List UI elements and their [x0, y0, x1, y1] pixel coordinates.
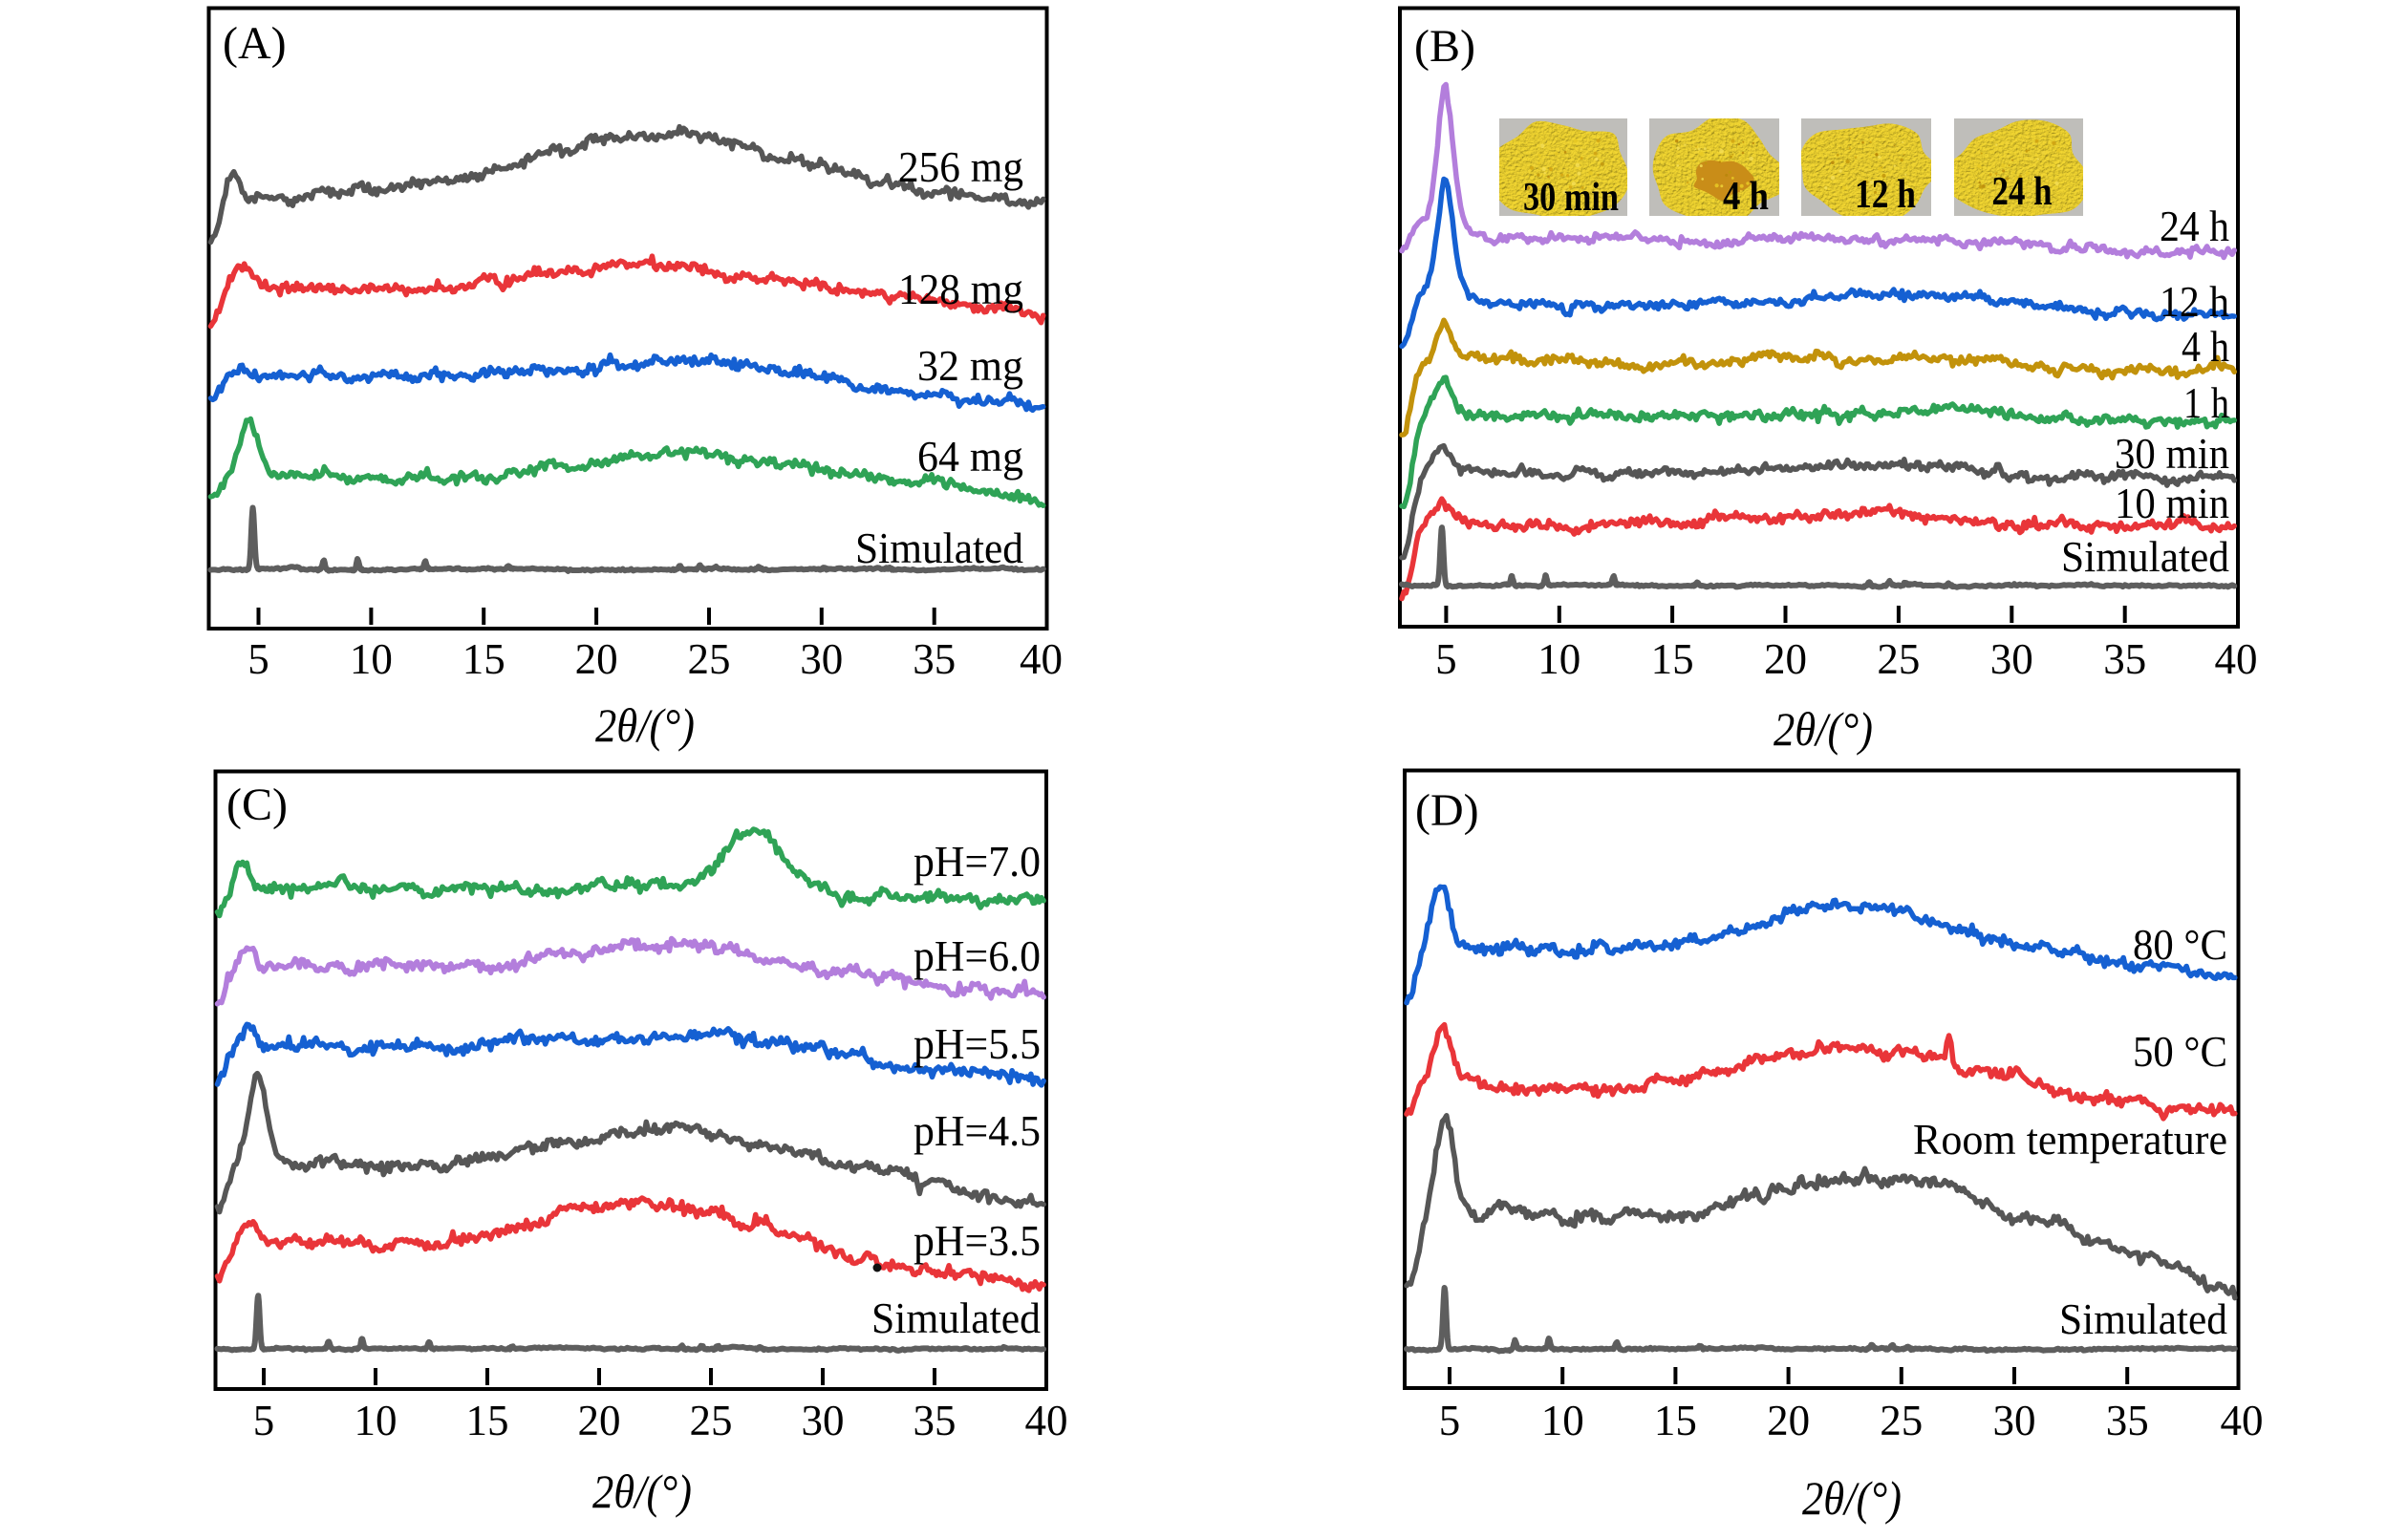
- svg-text:30: 30: [1993, 1397, 2036, 1444]
- svg-text:4 h: 4 h: [2182, 322, 2229, 371]
- svg-text:20: 20: [1767, 1397, 1810, 1444]
- svg-text:50 °C: 50 °C: [2133, 1027, 2227, 1076]
- svg-text:20: 20: [578, 1397, 621, 1444]
- svg-text:24 h: 24 h: [1992, 170, 2053, 214]
- svg-text:pH=5.5: pH=5.5: [914, 1019, 1041, 1068]
- svg-text:35: 35: [2103, 635, 2146, 683]
- svg-text:10: 10: [1537, 635, 1580, 683]
- svg-text:25: 25: [688, 635, 731, 683]
- svg-text:2θ/(°): 2θ/(°): [1802, 1471, 1902, 1525]
- svg-text:Simulated: Simulated: [2059, 1294, 2227, 1343]
- svg-text:20: 20: [575, 635, 618, 683]
- svg-text:15: 15: [1654, 1397, 1697, 1444]
- svg-text:2θ/(°): 2θ/(°): [592, 1464, 692, 1518]
- svg-text:40: 40: [1025, 1397, 1068, 1444]
- svg-text:1 h: 1 h: [2183, 378, 2229, 427]
- svg-text:30: 30: [802, 1397, 845, 1444]
- svg-text:25: 25: [1877, 635, 1920, 683]
- svg-text:(D): (D): [1415, 785, 1479, 836]
- svg-text:4 h: 4 h: [1723, 175, 1769, 219]
- svg-text:10: 10: [350, 635, 393, 683]
- svg-text:pH=6.0: pH=6.0: [914, 931, 1041, 980]
- svg-text:25: 25: [690, 1397, 733, 1444]
- svg-text:pH=4.5: pH=4.5: [914, 1106, 1041, 1155]
- svg-text:80 °C: 80 °C: [2133, 920, 2227, 969]
- svg-text:256 mg: 256 mg: [898, 142, 1023, 191]
- svg-text:5: 5: [253, 1397, 275, 1444]
- svg-text:(C): (C): [226, 780, 288, 830]
- svg-text:pH=3.5: pH=3.5: [914, 1216, 1041, 1265]
- svg-text:30: 30: [1990, 635, 2033, 683]
- svg-text:Room temperature: Room temperature: [1913, 1115, 2227, 1164]
- svg-text:5: 5: [247, 635, 269, 683]
- svg-text:64 mg: 64 mg: [917, 432, 1023, 481]
- svg-text:128 mg: 128 mg: [898, 265, 1023, 313]
- svg-text:Simulated: Simulated: [2061, 532, 2229, 581]
- svg-text:32 mg: 32 mg: [917, 341, 1023, 390]
- svg-text:10 min: 10 min: [2115, 479, 2229, 527]
- svg-text:Simulated: Simulated: [871, 1293, 1041, 1342]
- svg-text:40: 40: [2215, 635, 2258, 683]
- svg-text:35: 35: [914, 1397, 957, 1444]
- svg-text:5: 5: [1439, 1397, 1461, 1444]
- svg-text:35: 35: [2106, 1397, 2149, 1444]
- svg-text:40: 40: [2221, 1397, 2264, 1444]
- svg-text:15: 15: [1651, 635, 1694, 683]
- svg-text:15: 15: [466, 1397, 509, 1444]
- svg-text:24 h: 24 h: [2160, 202, 2229, 250]
- svg-text:30: 30: [800, 635, 843, 683]
- svg-text:2θ/(°): 2θ/(°): [595, 698, 695, 752]
- svg-text:10: 10: [355, 1397, 398, 1444]
- svg-text:40: 40: [1020, 635, 1063, 683]
- svg-text:35: 35: [913, 635, 956, 683]
- svg-text:20: 20: [1764, 635, 1807, 683]
- svg-text:pH=7.0: pH=7.0: [914, 837, 1041, 886]
- svg-text:25: 25: [1880, 1397, 1923, 1444]
- svg-text:5: 5: [1435, 635, 1457, 683]
- svg-text:(A): (A): [223, 18, 287, 69]
- svg-text:30 min: 30 min: [1523, 176, 1619, 220]
- svg-text:15: 15: [462, 635, 505, 683]
- svg-text:(B): (B): [1414, 21, 1475, 72]
- svg-text:Simulated: Simulated: [855, 524, 1023, 572]
- svg-text:12 h: 12 h: [1855, 173, 1916, 217]
- svg-text:10: 10: [1541, 1397, 1584, 1444]
- svg-text:30 min: 30 min: [2115, 429, 2229, 478]
- svg-text:2θ/(°): 2θ/(°): [1774, 702, 1873, 756]
- svg-text:12 h: 12 h: [2160, 277, 2229, 326]
